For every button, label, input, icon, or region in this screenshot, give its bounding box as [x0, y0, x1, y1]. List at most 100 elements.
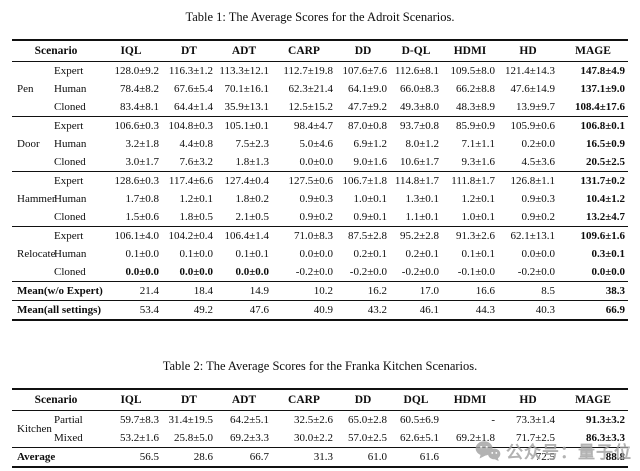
summary-cell: 72.5	[535, 451, 555, 463]
score-cell: 30.0±2.2	[293, 432, 333, 444]
score-cell: 0.1±0.1	[461, 248, 495, 260]
summary-cell: 66.9	[605, 304, 625, 316]
score-cell: 57.0±2.5	[347, 432, 387, 444]
table-row: Relocate Expert 106.1±4.0 104.2±0.4 106.4±1.…	[12, 226, 628, 260]
summary-cell: 61.6	[419, 451, 439, 463]
column-header-iql: IQL	[120, 394, 142, 406]
score-cell: 117.4±6.6	[168, 175, 213, 187]
score-cell: 105.9±0.6	[510, 120, 555, 132]
score-cell: 147.8±4.9	[580, 65, 625, 77]
setting-label: Human	[54, 193, 87, 205]
score-cell: 10.6±1.7	[399, 156, 439, 168]
table2-caption: Table 2: The Average Scores for the Fran…	[162, 359, 478, 373]
score-cell: 66.2±8.8	[455, 83, 495, 95]
summary-cell: 49.2	[193, 304, 213, 316]
summary-cell	[442, 448, 498, 468]
summary-cell: 38.3	[605, 285, 625, 297]
score-cell: 0.9±0.2	[299, 211, 333, 223]
summary-cell: 61.0	[367, 451, 387, 463]
score-cell: 0.0±0.0	[299, 156, 333, 168]
setting-label: Expert	[54, 175, 84, 187]
column-header-iql: IQL	[120, 45, 142, 57]
score-cell: 112.7±19.8	[283, 65, 333, 77]
score-cell: 6.9±1.2	[353, 138, 387, 150]
summary-cell: 21.4	[139, 285, 159, 297]
table-row: Mixed 53.2±1.6 25.8±5.0 69.2±3.3 30.0±2.2 57.…	[12, 429, 628, 448]
summary-cell: 17.0	[419, 285, 439, 297]
score-cell: 0.2±0.1	[353, 248, 387, 260]
table-row: Human 78.4±8.2 67.6±5.4 70.1±16.1 62.3±21.4 6…	[12, 80, 628, 98]
score-cell: 128.0±9.2	[114, 65, 159, 77]
score-cell: 64.4±1.4	[173, 101, 213, 113]
score-cell: 1.3±0.1	[405, 193, 439, 205]
table-row: Hammer Expert 128.6±0.3 117.4±6.6 127.4±0.4 1…	[12, 171, 628, 205]
summary-cell: 88.8	[605, 451, 625, 463]
score-cell: 0.0±0.0	[179, 266, 213, 278]
score-cell: 53.2±1.6	[119, 432, 159, 444]
score-cell: 91.3±2.6	[455, 230, 495, 242]
score-cell: 8.0±1.2	[405, 138, 439, 150]
score-cell: 69.2±1.8	[455, 432, 495, 444]
score-cell: 9.0±1.6	[353, 156, 387, 168]
score-cell: 4.4±0.8	[179, 138, 213, 150]
score-cell: 13.2±4.7	[585, 211, 625, 223]
score-cell: 91.3±3.2	[585, 414, 625, 426]
score-cell: 48.3±8.9	[455, 101, 495, 113]
score-cell: 0.9±0.3	[521, 193, 555, 205]
score-cell: 0.2±0.0	[521, 138, 555, 150]
setting-label: Expert	[54, 120, 84, 132]
score-cell: 0.9±0.1	[353, 211, 387, 223]
summary-label: Mean(w/o Expert)	[17, 285, 103, 297]
score-cell: 1.2±0.1	[179, 193, 213, 205]
summary-cell: 8.5	[541, 285, 555, 297]
score-cell: 113.3±12.1	[219, 65, 269, 77]
table-row: Human 3.2±1.8 4.4±0.8 7.5±2.3 5.0±4.6 6.9±1.2…	[12, 135, 628, 153]
score-cell: 7.1±1.1	[461, 138, 495, 150]
summary-cell: 18.4	[193, 285, 213, 297]
score-cell: 13.9±9.7	[515, 101, 555, 113]
setting-label: Human	[54, 248, 87, 260]
score-cell: 1.0±0.1	[461, 211, 495, 223]
score-cell: 70.1±16.1	[224, 83, 269, 95]
score-cell: 7.5±2.3	[235, 138, 269, 150]
column-header-dt: DT	[181, 45, 197, 57]
table-row: Cloned 0.0±0.0 0.0±0.0 0.0±0.0 -0.2±0.0 -0.2±…	[12, 263, 628, 282]
score-cell: 1.8±0.2	[235, 193, 269, 205]
table-row: Cloned 83.4±8.1 64.4±1.4 35.9±13.1 12.5±15.2…	[12, 98, 628, 117]
table2-header: Scenario IQL DT ADT CARP DD DQL HDMI HD MAGE	[12, 389, 628, 411]
score-cell: 85.9±0.9	[455, 120, 495, 132]
score-cell: 7.6±3.2	[179, 156, 213, 168]
table1-caption: Table 1: The Average Scores for the Adro…	[185, 10, 455, 24]
column-header-carp: CARP	[288, 394, 320, 406]
table-row: Door Expert 106.6±0.3 104.8±0.3 105.1±0.1 98.…	[12, 116, 628, 150]
score-cell: 78.4±8.2	[119, 83, 159, 95]
score-cell: 66.0±8.3	[399, 83, 439, 95]
score-cell: 9.3±1.6	[461, 156, 495, 168]
column-header-mage: MAGE	[575, 394, 611, 406]
summary-cell: 47.6	[249, 304, 269, 316]
score-cell: 131.7±0.2	[580, 175, 625, 187]
score-cell: 98.4±4.7	[293, 120, 333, 132]
column-header-adt: ADT	[231, 394, 257, 406]
score-cell: 106.6±0.3	[114, 120, 159, 132]
setting-label: Human	[54, 138, 87, 150]
score-cell: 60.5±6.9	[399, 414, 439, 426]
setting-label: Cloned	[54, 156, 86, 168]
score-cell: 1.1±0.1	[405, 211, 439, 223]
column-header-d-ql: D-QL	[401, 45, 431, 57]
score-cell: 0.1±0.0	[179, 248, 213, 260]
scenario-label: Door	[17, 138, 40, 150]
score-cell: 31.4±19.5	[168, 414, 213, 426]
score-cell: 116.3±1.2	[168, 65, 213, 77]
score-cell: 62.1±13.1	[510, 230, 555, 242]
score-cell: 12.5±15.2	[288, 101, 333, 113]
score-cell: 93.7±0.8	[399, 120, 439, 132]
table1-body: Pen Expert 128.0±9.2 116.3±1.2 113.3±12.1 112…	[12, 61, 628, 321]
summary-cell: 46.1	[419, 304, 439, 316]
score-cell: -0.2±0.0	[517, 266, 555, 278]
scenario-label: Hammer	[17, 193, 56, 205]
column-header-carp: CARP	[288, 45, 320, 57]
score-cell: 121.4±14.3	[504, 65, 555, 77]
column-header-hdmi: HDMI	[453, 45, 487, 57]
score-cell: 0.0±0.0	[299, 248, 333, 260]
